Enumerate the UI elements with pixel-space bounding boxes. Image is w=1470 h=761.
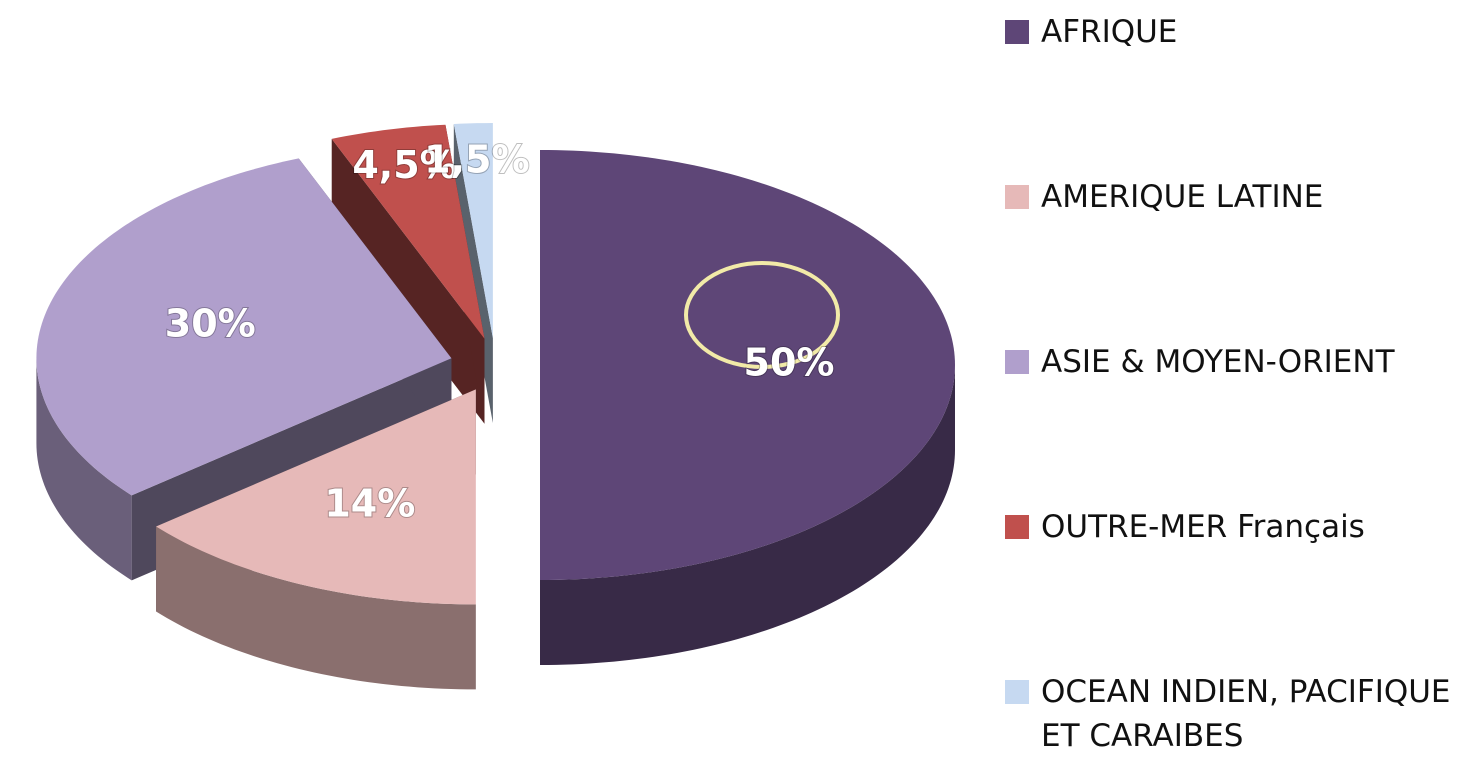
- legend-item: OCEAN INDIEN, PACIFIQUE ET CARAIBES: [1005, 670, 1465, 758]
- legend-item: OUTRE-MER Français: [1005, 505, 1465, 549]
- slices: [36, 123, 955, 690]
- legend-label: OCEAN INDIEN, PACIFIQUE ET CARAIBES: [1041, 674, 1451, 754]
- legend-item: AMERIQUE LATINE: [1005, 175, 1465, 219]
- highlight-ring: [684, 261, 840, 369]
- slice-wall: [36, 358, 132, 581]
- legend-swatch: [1005, 20, 1029, 44]
- legend-swatch: [1005, 680, 1029, 704]
- legend-item: AFRIQUE: [1005, 10, 1465, 54]
- pie-area: 50% 14% 30% 4,5%1,5%: [36, 123, 955, 690]
- data-label: 50%: [744, 341, 835, 385]
- data-label: 4,5%: [352, 143, 457, 187]
- legend-swatch: [1005, 350, 1029, 374]
- legend-label: OUTRE-MER Français: [1041, 509, 1365, 545]
- slice: [331, 124, 485, 339]
- slice: [36, 158, 452, 496]
- legend-item: ASIE & MOYEN-ORIENT: [1005, 340, 1465, 384]
- slice-wall: [156, 526, 476, 690]
- slice: [453, 123, 493, 339]
- data-label: 1,5%: [424, 137, 529, 181]
- legend-label: AMERIQUE LATINE: [1041, 179, 1324, 215]
- data-label: 30%: [165, 302, 256, 346]
- legend-label: ASIE & MOYEN-ORIENT: [1041, 344, 1395, 380]
- legend-swatch: [1005, 515, 1029, 539]
- data-label: 14%: [324, 482, 415, 526]
- slice: [156, 389, 476, 605]
- slice-wall: [540, 365, 955, 665]
- legend-label: AFRIQUE: [1041, 14, 1178, 50]
- legend-swatch: [1005, 185, 1029, 209]
